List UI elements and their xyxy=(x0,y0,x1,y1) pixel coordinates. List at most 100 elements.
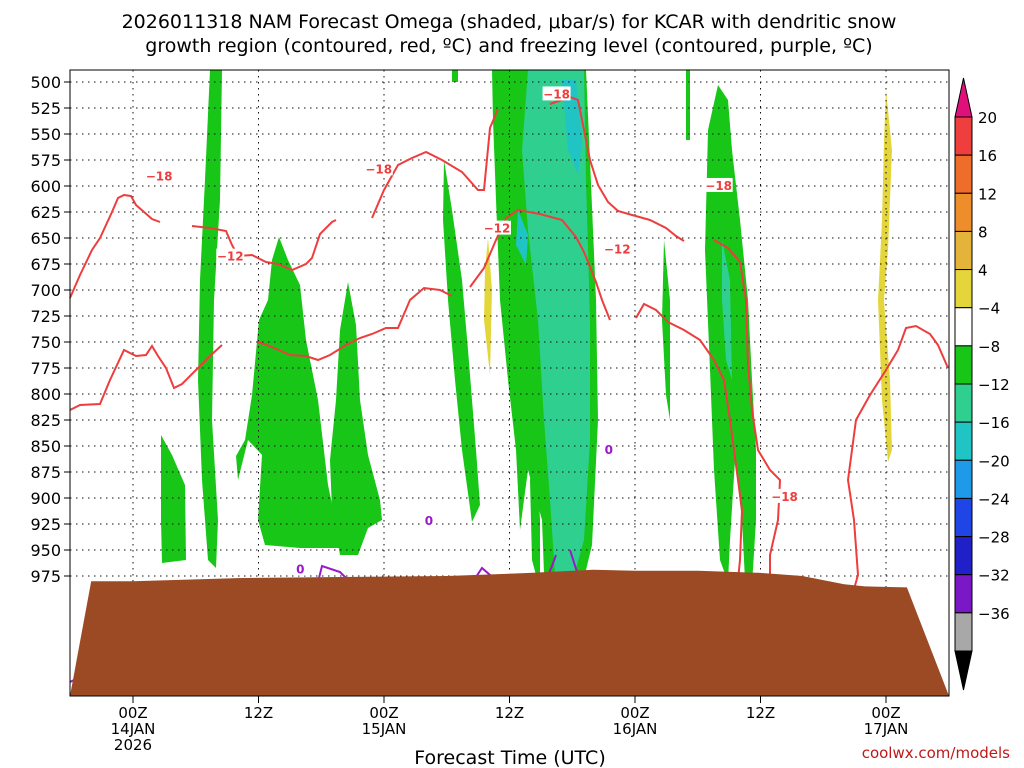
colorbar: 20 16 12 8 4 −4 −8 −12 −16 −20 −24 −28 −32 −36 xyxy=(954,77,1010,691)
y-tick-label: 900 xyxy=(30,489,61,508)
contour-line xyxy=(469,208,611,321)
colorbar-swatch xyxy=(954,574,973,614)
colorbar-swatch xyxy=(954,497,973,538)
chart-title-line-2: growth region (contoured, red, ºC) and f… xyxy=(145,35,872,57)
y-tick-label: 925 xyxy=(30,515,61,534)
x-tick-label: 00Z xyxy=(369,704,398,722)
colorbar-swatch xyxy=(954,154,973,194)
contour-label: 0 xyxy=(425,514,433,528)
y-tick-label: 550 xyxy=(30,125,61,144)
contour-label-bg xyxy=(422,512,435,527)
colorbar-label: −28 xyxy=(978,529,1010,547)
colorbar-swatch xyxy=(954,345,973,385)
contour-label: −12 xyxy=(484,222,511,236)
colorbar-label: −24 xyxy=(978,490,1010,508)
y-tick-label: 725 xyxy=(30,307,61,326)
contour-label-bg xyxy=(216,248,245,263)
omega-region xyxy=(236,237,340,548)
omega-region xyxy=(686,70,690,140)
x-tick-label: 12Z xyxy=(746,704,775,722)
colorbar-label: −32 xyxy=(978,567,1010,585)
colorbar-label: 20 xyxy=(978,109,997,127)
y-tick-label: 750 xyxy=(30,333,61,352)
y-tick-label: 825 xyxy=(30,411,61,430)
colorbar-swatch xyxy=(954,383,973,423)
colorbar-label: −12 xyxy=(978,376,1010,394)
colorbar-swatch xyxy=(954,536,973,576)
y-tick-label: 850 xyxy=(30,437,61,456)
colorbar-label: −20 xyxy=(978,452,1010,470)
colorbar-label: −8 xyxy=(978,338,1000,356)
colorbar-swatch xyxy=(954,269,973,309)
x-axis-title: Forecast Time (UTC) xyxy=(414,747,605,768)
contour-line xyxy=(371,108,499,219)
contour-label: −18 xyxy=(543,87,570,101)
y-tick-label: 950 xyxy=(30,541,61,560)
x-tick-label: 12Z xyxy=(495,704,524,722)
x-tick-label: 15JAN xyxy=(362,720,407,738)
contour-label-bg xyxy=(294,561,307,576)
x-tick-label: 00Z xyxy=(118,704,147,722)
contour-label-bg xyxy=(482,220,511,235)
contour-label-bg xyxy=(542,86,571,101)
contour-line xyxy=(69,344,223,411)
colorbar-swatch xyxy=(954,230,973,271)
y-axis: 500 525 550 575 600 625 650 675 700 725 750 775 800 8… xyxy=(30,73,70,586)
y-tick-label: 525 xyxy=(30,99,61,118)
omega-region xyxy=(452,70,458,82)
y-tick-label: 775 xyxy=(30,359,61,378)
omega-region xyxy=(443,160,480,522)
x-tick-label: 00Z xyxy=(620,704,649,722)
omega-region xyxy=(878,90,892,462)
colorbar-label: 16 xyxy=(978,147,997,165)
contour-labels: −18 −18 −18 −18 −18 −12 −12 −12 0 0 0 xyxy=(145,86,799,577)
contour-label-bg xyxy=(364,161,393,176)
x-tick-label: 14JAN xyxy=(111,720,156,738)
chart-title-line-1: 2026011318 NAM Forecast Omega (shaded, μ… xyxy=(122,11,897,33)
y-tick-label: 625 xyxy=(30,203,61,222)
plot-area: −18 −18 −18 −18 −18 −12 −12 −12 0 0 0 xyxy=(69,69,950,697)
x-tick-label: 2026 xyxy=(114,736,152,754)
colorbar-top-arrow xyxy=(954,77,973,118)
contour-label-bg xyxy=(145,168,174,183)
colorbar-label: −16 xyxy=(978,414,1010,432)
contour-label: 0 xyxy=(605,443,613,457)
x-tick-label: 17JAN xyxy=(864,720,909,738)
contour-label: 0 xyxy=(296,563,304,577)
contour-label: −12 xyxy=(604,242,631,256)
colorbar-swatch xyxy=(954,612,973,652)
colorbar-label: −4 xyxy=(978,300,1000,318)
y-tick-label: 650 xyxy=(30,229,61,248)
colorbar-swatch xyxy=(954,307,973,347)
terrain-fill xyxy=(70,569,949,696)
x-tick-label: 12Z xyxy=(244,704,273,722)
omega-region xyxy=(198,70,222,568)
contour-label: −18 xyxy=(146,170,173,184)
omega-region xyxy=(516,210,528,265)
grid xyxy=(70,70,949,696)
contour-label: −18 xyxy=(365,162,392,176)
omega-region xyxy=(522,70,590,590)
contour-label: −18 xyxy=(705,179,732,193)
omega-shading-teal xyxy=(522,70,732,590)
omega-region xyxy=(330,282,382,555)
watermark: coolwx.com/models xyxy=(862,744,1010,762)
colorbar-label: −36 xyxy=(978,605,1010,623)
colorbar-swatch xyxy=(954,459,973,499)
y-tick-label: 975 xyxy=(30,567,61,586)
x-tick-label: 00Z xyxy=(871,704,900,722)
contour-line xyxy=(257,286,453,362)
contour-label: −18 xyxy=(771,490,798,504)
y-tick-label: 500 xyxy=(30,73,61,92)
contour-label: −12 xyxy=(217,250,244,264)
colorbar-bottom-arrow xyxy=(954,650,973,691)
contour-line xyxy=(549,95,685,242)
contour-label-bg xyxy=(603,241,632,256)
y-tick-label: 875 xyxy=(30,463,61,482)
colorbar-swatch xyxy=(954,192,973,232)
colorbar-label: 4 xyxy=(978,262,988,280)
omega-region xyxy=(662,240,670,420)
y-tick-label: 600 xyxy=(30,177,61,196)
